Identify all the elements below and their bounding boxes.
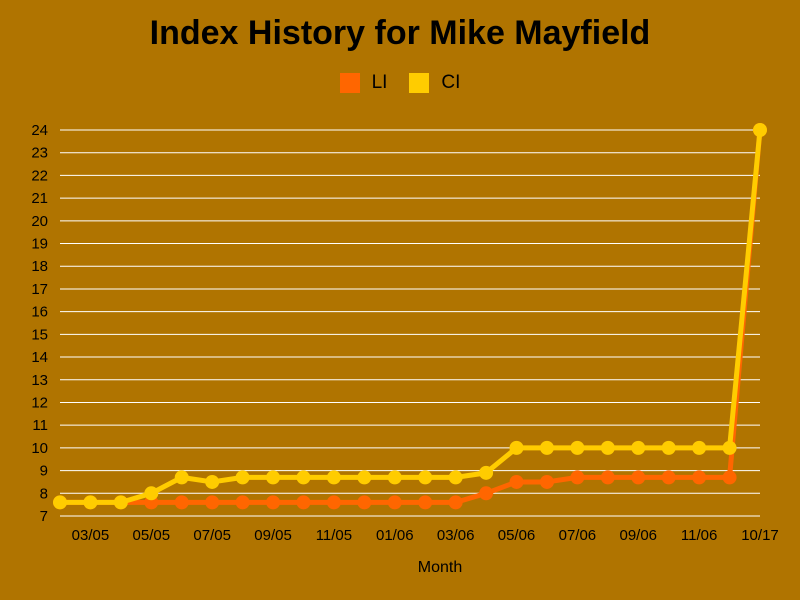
y-tick-label: 14	[31, 349, 48, 366]
legend: LI CI	[0, 72, 800, 94]
data-point-li	[205, 495, 220, 510]
data-point-li	[174, 495, 189, 510]
data-point-li	[661, 470, 676, 485]
data-point-li	[235, 495, 250, 510]
y-tick-label: 23	[31, 145, 48, 162]
data-point-ci	[539, 440, 554, 455]
x-tick-label: 03/06	[437, 527, 475, 544]
y-tick-label: 19	[31, 236, 48, 253]
data-point-ci	[722, 440, 737, 455]
y-tick-label: 24	[31, 122, 48, 139]
y-tick-label: 12	[31, 394, 48, 411]
data-point-ci	[235, 470, 250, 485]
data-point-ci	[448, 470, 463, 485]
data-point-li	[692, 470, 707, 485]
data-point-li	[509, 474, 524, 489]
y-tick-label: 8	[40, 485, 48, 502]
data-point-ci	[326, 470, 341, 485]
x-tick-label: 11/05	[316, 527, 352, 544]
y-tick-label: 15	[31, 326, 48, 343]
data-point-li	[266, 495, 281, 510]
data-point-ci	[266, 470, 281, 485]
legend-swatch-li	[339, 73, 360, 93]
y-tick-label: 22	[31, 167, 48, 184]
data-point-li	[570, 470, 585, 485]
x-tick-label: 10/17	[741, 527, 779, 544]
x-tick-label: 11/06	[681, 527, 717, 544]
data-point-li	[631, 470, 646, 485]
data-point-ci	[631, 440, 646, 455]
data-point-ci	[144, 486, 159, 501]
data-point-li	[326, 495, 341, 510]
legend-item-ci: CI	[409, 72, 460, 94]
data-point-li	[357, 495, 372, 510]
data-point-ci	[387, 470, 402, 485]
data-point-li	[296, 495, 311, 510]
legend-label-ci: CI	[441, 72, 461, 93]
data-point-ci	[600, 440, 615, 455]
data-point-ci	[174, 470, 189, 485]
x-tick-label: 01/06	[376, 527, 414, 544]
data-point-ci	[479, 465, 494, 480]
series-line-ci	[57, 127, 763, 505]
y-tick-label: 18	[31, 258, 48, 275]
chart-title: Index History for Mike Mayfield	[149, 14, 651, 52]
legend-item-li: LI	[339, 72, 388, 94]
data-point-ci	[509, 440, 524, 455]
y-tick-label: 17	[31, 281, 48, 298]
data-point-ci	[83, 495, 98, 510]
data-point-ci	[692, 440, 707, 455]
data-point-ci	[205, 474, 220, 489]
data-point-ci	[570, 440, 585, 455]
legend-swatch-ci	[409, 73, 430, 93]
y-tick-label: 13	[31, 372, 48, 389]
y-tick-label: 7	[40, 508, 48, 525]
data-point-li	[539, 474, 554, 489]
data-point-ci	[113, 495, 128, 510]
y-tick-label: 9	[40, 463, 48, 480]
y-tick-label: 11	[32, 417, 48, 434]
x-axis-title: Month	[418, 559, 462, 576]
y-tick-label: 20	[31, 213, 48, 230]
x-tick-label: 05/05	[133, 527, 171, 544]
data-point-li	[448, 495, 463, 510]
data-point-li	[722, 470, 737, 485]
data-point-li	[387, 495, 402, 510]
y-tick-label: 16	[31, 304, 48, 321]
data-point-ci	[753, 123, 767, 137]
y-tick-label: 10	[31, 440, 48, 457]
data-point-ci	[418, 470, 433, 485]
data-point-li	[600, 470, 615, 485]
data-point-ci	[53, 495, 67, 510]
y-tick-label: 21	[31, 190, 48, 207]
x-tick-label: 05/06	[498, 527, 536, 544]
data-point-ci	[661, 440, 676, 455]
data-point-ci	[296, 470, 311, 485]
x-tick-label: 09/06	[619, 527, 657, 544]
x-tick-label: 09/05	[254, 527, 292, 544]
data-point-ci	[357, 470, 372, 485]
x-tick-label: 03/05	[72, 527, 110, 544]
x-tick-label: 07/06	[559, 527, 597, 544]
x-tick-label: 07/05	[193, 527, 231, 544]
data-point-li	[479, 486, 494, 501]
legend-label-li: LI	[371, 72, 388, 93]
data-point-li	[418, 495, 433, 510]
